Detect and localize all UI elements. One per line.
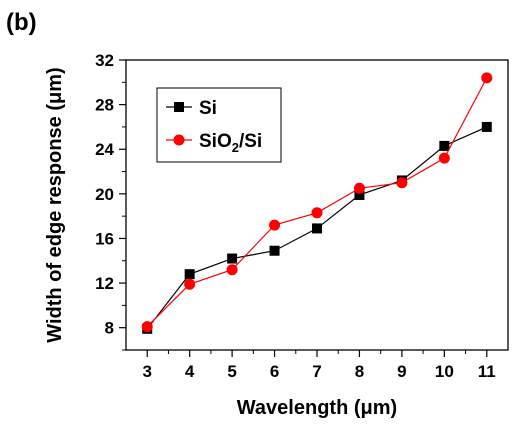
y-tick-label: 28 — [95, 96, 114, 115]
legend-marker-si — [174, 102, 184, 112]
x-tick-label: 11 — [478, 362, 496, 381]
legend-label-sio2-rest: /Si — [239, 131, 262, 152]
panel-label: (b) — [6, 9, 37, 36]
y-axis-label: Width of edge response (μm) — [44, 67, 66, 342]
x-tick-label: 6 — [270, 362, 279, 381]
y-axis: 8 12 16 20 24 28 32 — [95, 51, 126, 351]
data-point — [311, 207, 323, 219]
legend-label-sio2-base: SiO — [199, 131, 232, 152]
x-axis-label: Wavelength (μm) — [237, 397, 397, 419]
legend: Si SiO2/Si — [156, 87, 282, 163]
data-point — [353, 182, 365, 194]
data-point — [227, 253, 238, 264]
data-point — [481, 72, 493, 84]
data-point — [354, 189, 365, 200]
data-point — [438, 152, 450, 164]
legend-label-sio2: SiO2/Si — [199, 131, 262, 155]
x-tick-label: 9 — [397, 362, 406, 381]
data-point — [439, 140, 450, 151]
data-point — [226, 264, 238, 276]
x-tick-label: 5 — [227, 362, 236, 381]
y-tick-label: 12 — [95, 274, 114, 293]
legend-label-sio2-sub: 2 — [232, 140, 239, 155]
y-tick-label: 32 — [95, 51, 114, 70]
series-layer — [141, 72, 493, 334]
x-tick-label: 10 — [435, 362, 454, 381]
legend-box — [156, 87, 282, 163]
x-tick-label: 8 — [355, 362, 364, 381]
y-tick-label: 16 — [95, 229, 114, 248]
data-point — [312, 223, 322, 234]
x-tick-label: 3 — [142, 362, 151, 381]
x-tick-label: 7 — [312, 362, 321, 381]
data-point — [269, 219, 281, 231]
data-point — [269, 245, 280, 256]
x-tick-label: 4 — [185, 362, 195, 381]
y-tick-label: 20 — [95, 185, 114, 204]
legend-label-si: Si — [199, 98, 217, 119]
data-point — [141, 321, 153, 333]
y-tick-label: 8 — [105, 319, 114, 338]
y-tick-label: 24 — [95, 140, 114, 159]
data-point — [396, 177, 408, 189]
x-axis: 3 4 5 6 7 8 9 10 11 — [142, 350, 496, 381]
data-point — [184, 269, 195, 280]
series-sio2 — [141, 72, 493, 333]
legend-marker-sio2 — [173, 134, 185, 146]
data-point — [481, 121, 492, 132]
data-point — [184, 278, 196, 290]
